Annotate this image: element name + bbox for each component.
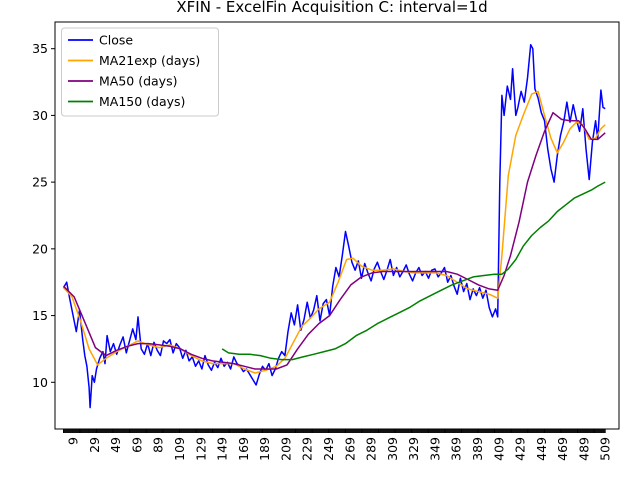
x-tick-label-14: 289 [364,437,379,461]
legend: Close MA21exp (days) MA50 (days) MA150 (day… [61,27,219,117]
y-tick-label-1: 15 [32,308,48,323]
series-line-0 [62,43,606,409]
x-tick-label-8: 169 [236,437,251,461]
x-tick-label-1: 29 [87,437,102,453]
x-tick-label-22: 449 [534,437,549,461]
x-tick-label-6: 129 [193,437,208,461]
series-layer [62,43,606,409]
y-tick-label-0: 10 [32,375,48,390]
x-minor-ticks [63,429,606,433]
x-tick-label-4: 89 [151,437,166,453]
x-tick-label-5: 109 [172,437,187,461]
y-tick-label-2: 20 [32,241,48,256]
x-tick-label-11: 229 [300,437,315,461]
x-tick-label-25: 509 [598,437,613,461]
x-tick-label-3: 69 [129,437,144,453]
legend-label-3: MA150 (days) [99,94,185,109]
series-line-2 [62,111,606,370]
y-tick-label-4: 30 [32,108,48,123]
x-tick-label-12: 249 [321,437,336,461]
x-tick-label-9: 189 [257,437,272,461]
x-tick-label-20: 409 [491,437,506,461]
legend-box [61,27,219,117]
legend-label-0: Close [99,33,133,48]
x-tick-label-0: 9 [66,437,81,445]
legend-label-2: MA50 (days) [99,74,177,89]
x-tick-label-10: 209 [278,437,293,461]
x-tick-label-13: 269 [342,437,357,461]
x-tick-label-19: 389 [470,437,485,461]
legend-label-1: MA21exp (days) [99,53,200,68]
x-tick-label-7: 149 [215,437,230,461]
y-tick-label-3: 25 [32,175,48,190]
x-axis: 9 29 49 69 89 109 129 149 169 189 209 229 249 269 289 3… [63,429,613,461]
x-tick-label-15: 309 [385,437,400,461]
x-tick-label-18: 369 [449,437,464,461]
x-tick-label-2: 49 [108,437,123,453]
y-axis: 10 15 20 25 30 35 [32,41,55,390]
series-line-1 [62,90,606,374]
x-tick-label-16: 329 [406,437,421,461]
y-tick-label-5: 35 [32,41,48,56]
x-tick-label-23: 469 [555,437,570,461]
x-tick-label-24: 489 [576,437,591,461]
series-line-3 [221,181,606,361]
x-tick-label-21: 429 [513,437,528,461]
chart-title: XFIN - ExcelFin Acquisition C: interval=… [176,0,487,16]
x-tick-label-17: 349 [427,437,442,461]
